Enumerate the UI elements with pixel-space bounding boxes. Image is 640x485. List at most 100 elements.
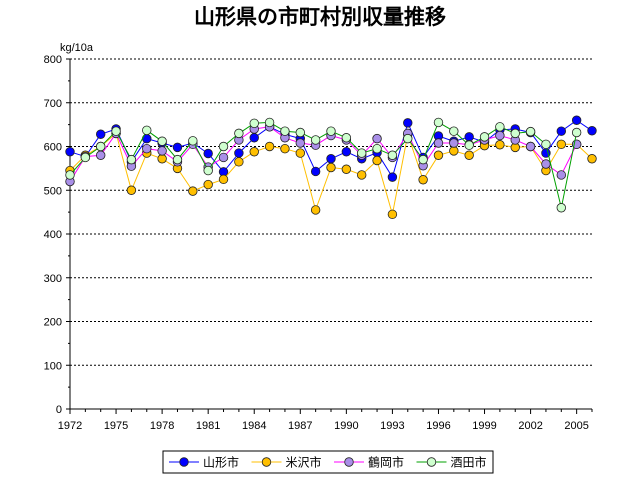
- data-point-4-1986: [280, 126, 290, 136]
- data-point-2-1980: [188, 186, 198, 196]
- data-point-4-1984: [249, 118, 259, 129]
- data-point-1-1979: [172, 142, 183, 153]
- data-point-4-1976: [126, 154, 137, 165]
- data-point-4-1989: [326, 126, 336, 136]
- data-point-2-1992: [372, 155, 382, 166]
- x-tick-label-2002: 2002: [518, 420, 542, 432]
- data-point-1-1993: [387, 172, 398, 182]
- data-point-4-1997: [449, 126, 459, 136]
- data-point-1-2005: [571, 115, 582, 125]
- series-4: [65, 117, 582, 213]
- data-point-4-2001: [510, 128, 520, 139]
- legend-marker-1: [179, 457, 189, 467]
- data-point-4-1977: [142, 125, 152, 136]
- x-tick-label-1975: 1975: [104, 420, 128, 432]
- grid-lines: [70, 58, 592, 366]
- y-tick-label-400: 400: [44, 229, 62, 241]
- x-tick-label-1981: 1981: [196, 420, 220, 432]
- data-point-1-1981: [203, 148, 213, 159]
- data-point-4-2002: [525, 126, 536, 137]
- data-point-4-1973: [80, 152, 91, 163]
- data-point-1-1998: [464, 132, 474, 142]
- data-point-4-1991: [357, 148, 367, 158]
- x-tick-label-1996: 1996: [426, 420, 450, 432]
- series-line-4: [69, 121, 578, 208]
- data-point-2-1985: [264, 141, 275, 152]
- data-point-3-1974: [96, 150, 106, 160]
- data-point-4-1988: [310, 135, 321, 145]
- legend-marker-4: [426, 457, 437, 467]
- y-tick-label-100: 100: [44, 360, 62, 372]
- x-tick-label-1978: 1978: [150, 420, 174, 432]
- data-point-4-1994: [403, 133, 413, 144]
- x-tick-label-1972: 1972: [58, 420, 82, 432]
- series-line-3: [69, 126, 578, 182]
- data-point-1-2006: [587, 126, 597, 136]
- data-point-2-1978: [157, 154, 167, 164]
- data-point-4-1999: [479, 132, 490, 142]
- data-point-1-1972: [65, 147, 75, 157]
- y-tick-label-0: 0: [56, 404, 62, 416]
- data-point-4-1993: [387, 150, 398, 160]
- data-point-4-1990: [341, 133, 352, 143]
- data-point-3-2003: [541, 159, 551, 169]
- data-point-4-1972: [65, 170, 75, 180]
- data-point-1-1989: [326, 154, 336, 164]
- data-point-1-1994: [403, 118, 413, 128]
- data-point-4-2005: [571, 127, 582, 138]
- data-point-2-1981: [203, 179, 213, 190]
- y-tick-label-700: 700: [44, 98, 62, 110]
- data-point-3-1992: [372, 133, 382, 144]
- data-point-4-1985: [264, 117, 275, 128]
- data-point-3-2002: [525, 141, 536, 152]
- data-point-4-2004: [556, 203, 566, 213]
- x-tick-label-1987: 1987: [288, 420, 312, 432]
- data-point-2-1989: [326, 162, 336, 173]
- y-axis-ticks: 0 100 200 300 400 500 600 700 800: [44, 54, 70, 416]
- x-axis-ticks: 1972 1975 1978 1981 1984 1987 1990 1993 1996 1999…: [58, 409, 593, 432]
- data-point-2-1987: [295, 148, 305, 158]
- legend-marker-3: [344, 457, 354, 467]
- data-point-4-1998: [464, 140, 474, 150]
- data-point-4-1987: [295, 127, 305, 138]
- data-point-2-1984: [249, 147, 259, 157]
- data-point-2-1991: [357, 170, 367, 180]
- data-point-2-2000: [495, 140, 505, 150]
- data-point-3-1977: [142, 143, 152, 154]
- data-point-2-1996: [433, 150, 444, 160]
- legend-box: [162, 450, 494, 474]
- y-tick-label-200: 200: [44, 317, 62, 329]
- data-point-2-1993: [387, 209, 398, 220]
- data-point-2-1990: [341, 164, 352, 174]
- y-tick-label-300: 300: [44, 273, 62, 285]
- data-point-1-2004: [556, 126, 566, 136]
- data-point-2-1976: [126, 185, 137, 195]
- data-point-1-1988: [310, 166, 321, 177]
- data-point-2-1995: [418, 175, 428, 185]
- legend-label-2: 米沢市: [286, 455, 322, 470]
- data-point-4-1981: [203, 165, 213, 176]
- x-tick-label-2005: 2005: [564, 420, 588, 432]
- data-point-1-1983: [234, 148, 244, 158]
- data-point-2-1983: [234, 157, 244, 167]
- y-axis-unit-label: kg/10a: [60, 42, 94, 54]
- data-point-4-1996: [433, 117, 444, 128]
- data-point-2-1997: [449, 146, 459, 156]
- data-point-4-2003: [541, 139, 551, 150]
- series-group: [65, 115, 597, 220]
- legend: 山形市 米沢市 鶴岡市 酒田市: [162, 450, 494, 474]
- chart-title: 山形県の市町村別収量推移: [194, 5, 446, 29]
- data-point-2-1998: [464, 150, 474, 160]
- x-tick-label-1990: 1990: [334, 420, 358, 432]
- data-point-2-1988: [310, 205, 321, 215]
- data-point-3-1987: [295, 138, 305, 148]
- data-point-4-1978: [157, 136, 167, 146]
- data-point-3-1982: [218, 152, 229, 163]
- data-point-4-1975: [111, 126, 121, 136]
- legend-label-4: 酒田市: [451, 455, 487, 470]
- y-tick-label-600: 600: [44, 142, 62, 154]
- data-point-3-1978: [157, 146, 167, 156]
- data-point-4-1982: [218, 141, 229, 152]
- data-point-4-2000: [495, 122, 505, 132]
